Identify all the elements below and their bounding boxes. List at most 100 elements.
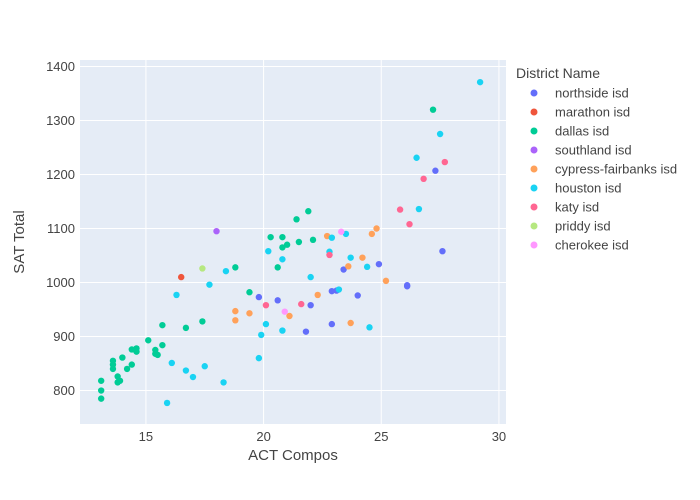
data-point (420, 175, 427, 183)
legend-title: District Name (516, 65, 600, 81)
legend-marker (530, 146, 538, 154)
data-point (441, 158, 449, 166)
data-point (279, 233, 286, 241)
legend-marker (530, 241, 538, 249)
data-point (265, 247, 272, 255)
data-point (220, 379, 227, 386)
data-point (436, 130, 444, 138)
y-tick-label: 1300 (46, 113, 75, 128)
data-point (279, 256, 286, 263)
legend-label: northside isd (555, 86, 629, 101)
legend-marker (530, 184, 538, 192)
data-point (154, 351, 161, 359)
legend-marker (530, 127, 538, 135)
data-point (168, 359, 175, 367)
data-point (413, 154, 420, 161)
data-point (262, 320, 270, 328)
y-axis-title: SAT Total (11, 210, 28, 273)
data-point (476, 78, 484, 86)
data-point (97, 387, 105, 394)
data-point (328, 287, 336, 295)
data-point (232, 317, 239, 324)
data-point (182, 324, 190, 332)
data-point (283, 241, 291, 248)
legend-item[interactable]: cherokee isd (530, 238, 629, 253)
data-point (347, 319, 354, 327)
legend-marker (530, 203, 538, 211)
data-point (279, 327, 286, 334)
legend-marker (530, 108, 538, 116)
data-point (123, 365, 131, 373)
legend-label: houston isd (555, 181, 622, 196)
y-tick-label: 800 (53, 383, 75, 398)
data-point (340, 266, 347, 273)
data-point (213, 227, 220, 235)
data-point (368, 230, 376, 238)
data-point (274, 264, 281, 271)
data-point (359, 254, 366, 261)
plot-area (80, 60, 506, 424)
series-southland-isd (213, 227, 220, 235)
legend-label: priddy isd (555, 219, 611, 234)
data-point (145, 337, 152, 344)
data-point (246, 289, 253, 296)
data-point (293, 216, 300, 223)
legend-item[interactable]: cypress-fairbanks isd (530, 162, 678, 177)
series-cypress-fairbanks-isd (232, 225, 390, 327)
legend-item[interactable]: southland isd (530, 143, 632, 158)
data-point (116, 377, 124, 384)
data-point (345, 263, 352, 270)
legend-label: marathon isd (555, 105, 630, 120)
legend: northside isd marathon isd dallas isd south… (530, 86, 678, 253)
y-tick-label: 1100 (47, 221, 75, 236)
data-point (338, 228, 345, 235)
data-point (366, 324, 373, 331)
data-point (295, 238, 303, 246)
legend-marker (530, 165, 538, 173)
data-point (109, 357, 117, 365)
legend-item[interactable]: northside isd (530, 86, 629, 101)
data-point (302, 328, 310, 335)
legend-label: southland isd (555, 143, 632, 158)
data-point (307, 273, 314, 281)
data-point (415, 205, 423, 213)
data-point (375, 260, 383, 268)
data-point (363, 263, 371, 271)
data-point (222, 267, 230, 275)
data-point (97, 395, 105, 402)
data-point (232, 307, 239, 315)
data-point (403, 282, 411, 289)
legend-item[interactable]: priddy isd (530, 219, 611, 234)
legend-item[interactable]: houston isd (530, 181, 622, 196)
data-point (255, 354, 263, 362)
y-tick-label: 1400 (46, 59, 75, 74)
data-point (152, 346, 159, 354)
data-point (309, 236, 317, 244)
series-katy-isd (262, 158, 449, 309)
data-point (199, 318, 206, 325)
data-point (97, 377, 105, 384)
data-point (373, 225, 380, 232)
legend-item[interactable]: marathon isd (530, 105, 631, 120)
data-point (182, 367, 190, 374)
series-cherokee-isd (281, 228, 345, 315)
series-houston-isd (163, 78, 484, 407)
legend-item[interactable]: dallas isd (530, 124, 610, 139)
data-point (159, 341, 166, 349)
data-point (201, 363, 208, 370)
data-point (173, 291, 180, 299)
x-tick-label: 30 (492, 429, 506, 444)
data-point (232, 264, 239, 271)
data-point (189, 373, 197, 381)
data-point (286, 312, 293, 320)
y-tick-label: 1000 (46, 275, 75, 290)
series-northside-isd (255, 167, 446, 335)
y-tick-label: 1200 (46, 167, 75, 182)
legend-label: cherokee isd (555, 238, 629, 253)
data-point (328, 234, 336, 241)
series-priddy-isd (199, 265, 206, 272)
data-point (429, 106, 437, 113)
y-tick-labels: 800 900 1000 1100 1200 1300 1400 (46, 59, 75, 398)
legend-item[interactable]: katy isd (530, 200, 600, 215)
